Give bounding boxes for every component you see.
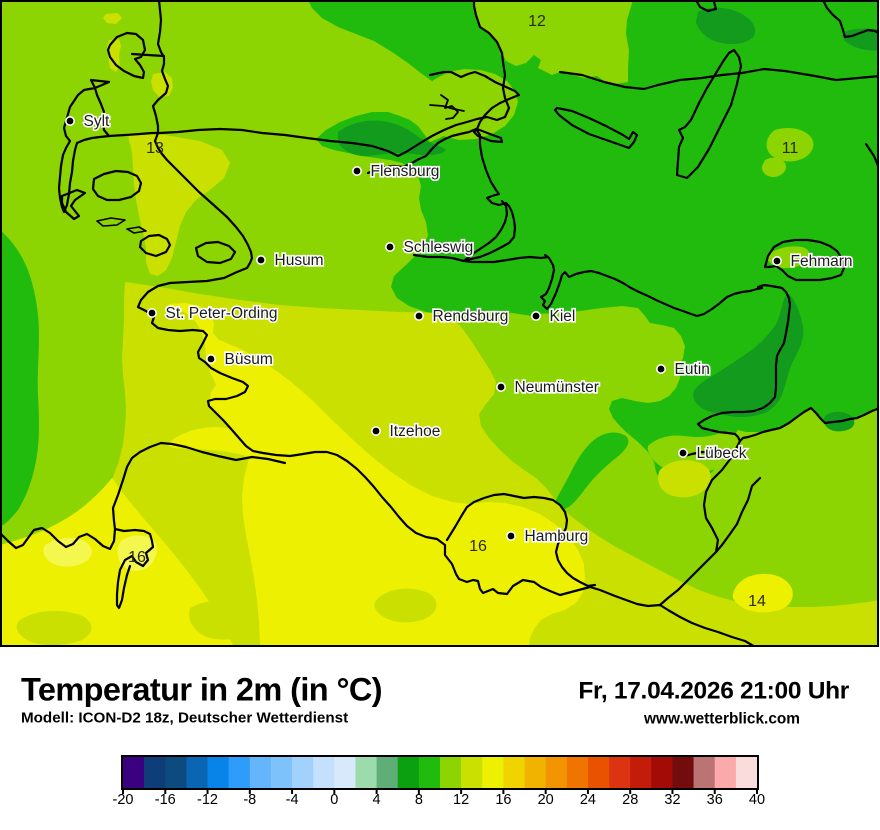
svg-text:40: 40: [749, 792, 765, 808]
svg-text:-16: -16: [155, 792, 176, 808]
svg-text:16: 16: [495, 792, 511, 808]
svg-text:Hamburg: Hamburg: [525, 528, 589, 545]
svg-text:32: 32: [664, 792, 680, 808]
svg-text:36: 36: [707, 792, 723, 808]
svg-text:4: 4: [373, 792, 381, 808]
svg-text:www.wetterblick.com: www.wetterblick.com: [643, 711, 800, 728]
svg-text:Fr, 17.04.2026 21:00 Uhr: Fr, 17.04.2026 21:00 Uhr: [578, 678, 849, 705]
svg-text:Neumünster: Neumünster: [515, 379, 599, 396]
svg-text:Modell: ICON-D2 18z, Deutscher: Modell: ICON-D2 18z, Deutscher Wetterdie…: [21, 710, 348, 727]
svg-text:16: 16: [469, 538, 487, 555]
svg-text:Schleswig: Schleswig: [404, 239, 474, 256]
svg-text:Husum: Husum: [275, 252, 324, 269]
svg-text:8: 8: [415, 792, 423, 808]
svg-text:Rendsburg: Rendsburg: [433, 308, 509, 325]
svg-text:Büsum: Büsum: [225, 351, 273, 368]
svg-text:St. Peter-Ording: St. Peter-Ording: [166, 305, 278, 322]
svg-text:13: 13: [146, 140, 164, 157]
svg-text:12: 12: [528, 13, 546, 30]
svg-text:-8: -8: [243, 792, 256, 808]
svg-text:Fehmarn: Fehmarn: [791, 253, 853, 270]
svg-text:-12: -12: [197, 792, 218, 808]
svg-text:Eutin: Eutin: [675, 361, 710, 378]
svg-text:16: 16: [128, 549, 146, 566]
svg-text:14: 14: [748, 593, 766, 610]
svg-text:Flensburg: Flensburg: [371, 163, 440, 180]
svg-text:-20: -20: [113, 792, 134, 808]
svg-text:Lübeck: Lübeck: [697, 445, 747, 462]
svg-text:Kiel: Kiel: [550, 308, 576, 325]
svg-text:Itzehoe: Itzehoe: [390, 423, 441, 440]
svg-text:24: 24: [580, 792, 596, 808]
svg-text:Temperatur in 2m (in °C): Temperatur in 2m (in °C): [21, 672, 382, 708]
svg-text:20: 20: [538, 792, 554, 808]
svg-text:28: 28: [622, 792, 638, 808]
svg-text:Sylt: Sylt: [84, 113, 111, 130]
svg-text:-4: -4: [286, 792, 299, 808]
svg-text:0: 0: [330, 792, 338, 808]
svg-text:11: 11: [782, 140, 799, 157]
svg-text:12: 12: [453, 792, 469, 808]
